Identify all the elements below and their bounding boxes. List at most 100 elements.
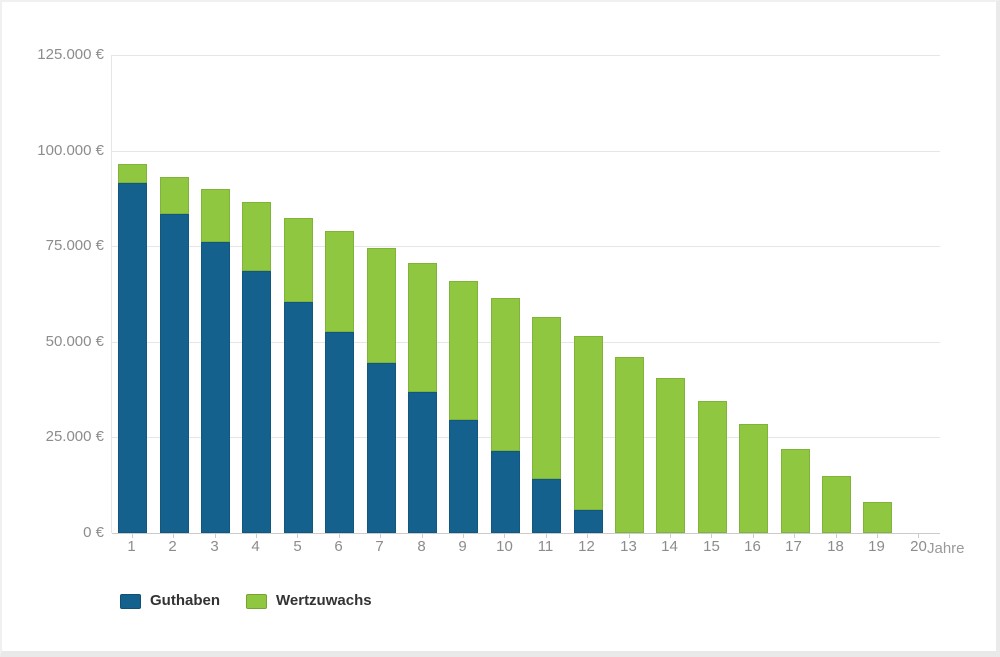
x-tick-label: 20 bbox=[910, 538, 927, 555]
bar-segment-wertzuwachs-year-10[interactable] bbox=[491, 298, 520, 451]
bar-year-15 bbox=[698, 55, 727, 533]
legend-item-guthaben[interactable]: Guthaben bbox=[120, 592, 220, 610]
y-tick-label: 75.000 € bbox=[45, 237, 104, 254]
x-tick-label: 15 bbox=[703, 538, 720, 555]
bar-segment-wertzuwachs-year-3[interactable] bbox=[201, 189, 230, 242]
legend-swatch-guthaben bbox=[120, 593, 141, 609]
bar-segment-guthaben-year-2[interactable] bbox=[160, 214, 189, 533]
x-tick-label: 14 bbox=[661, 538, 678, 555]
x-tick-mark bbox=[339, 533, 340, 538]
x-tick-mark bbox=[587, 533, 588, 538]
bar-segment-wertzuwachs-year-1[interactable] bbox=[118, 164, 147, 183]
bar-segment-wertzuwachs-year-16[interactable] bbox=[739, 424, 768, 533]
bar-year-9 bbox=[449, 55, 478, 533]
bar-year-7 bbox=[367, 55, 396, 533]
bar-segment-guthaben-year-9[interactable] bbox=[449, 420, 478, 533]
x-tick-mark bbox=[215, 533, 216, 538]
x-tick-mark bbox=[877, 533, 878, 538]
bar-segment-wertzuwachs-year-19[interactable] bbox=[863, 502, 892, 533]
bar-segment-guthaben-year-7[interactable] bbox=[367, 363, 396, 533]
bar-segment-guthaben-year-12[interactable] bbox=[574, 510, 603, 533]
bar-segment-wertzuwachs-year-11[interactable] bbox=[532, 317, 561, 479]
bar-year-14 bbox=[656, 55, 685, 533]
x-tick-mark bbox=[711, 533, 712, 538]
bar-segment-wertzuwachs-year-9[interactable] bbox=[449, 281, 478, 420]
bar-year-12 bbox=[574, 55, 603, 533]
bar-year-20 bbox=[905, 55, 934, 533]
bar-segment-wertzuwachs-year-8[interactable] bbox=[408, 263, 437, 392]
x-tick-mark bbox=[256, 533, 257, 538]
x-tick-mark bbox=[918, 533, 919, 538]
bar-year-5 bbox=[284, 55, 313, 533]
x-tick-mark bbox=[629, 533, 630, 538]
bar-year-8 bbox=[408, 55, 437, 533]
bar-year-19 bbox=[863, 55, 892, 533]
x-tick-label: 2 bbox=[168, 538, 177, 555]
gridline bbox=[112, 342, 940, 343]
bar-segment-guthaben-year-4[interactable] bbox=[242, 271, 271, 533]
x-tick-mark bbox=[670, 533, 671, 538]
y-tick-label: 25.000 € bbox=[45, 428, 104, 445]
x-tick-mark bbox=[297, 533, 298, 538]
bar-year-18 bbox=[822, 55, 851, 533]
bar-year-3 bbox=[201, 55, 230, 533]
bar-segment-guthaben-year-8[interactable] bbox=[408, 392, 437, 533]
bar-segment-guthaben-year-5[interactable] bbox=[284, 302, 313, 533]
legend-label: Wertzuwachs bbox=[276, 592, 372, 609]
x-tick-label: 12 bbox=[578, 538, 595, 555]
bar-year-6 bbox=[325, 55, 354, 533]
bar-year-4 bbox=[242, 55, 271, 533]
x-tick-label: 13 bbox=[620, 538, 637, 555]
bar-segment-wertzuwachs-year-18[interactable] bbox=[822, 476, 851, 533]
bar-year-17 bbox=[781, 55, 810, 533]
bar-segment-guthaben-year-11[interactable] bbox=[532, 479, 561, 533]
bar-year-16 bbox=[739, 55, 768, 533]
x-tick-label: 18 bbox=[827, 538, 844, 555]
x-tick-label: 7 bbox=[375, 538, 384, 555]
x-tick-mark bbox=[504, 533, 505, 538]
bar-segment-wertzuwachs-year-6[interactable] bbox=[325, 231, 354, 332]
y-tick-label: 100.000 € bbox=[37, 142, 104, 159]
x-tick-mark bbox=[173, 533, 174, 538]
y-tick-label: 0 € bbox=[83, 524, 104, 541]
bar-segment-wertzuwachs-year-12[interactable] bbox=[574, 336, 603, 510]
bar-segment-guthaben-year-10[interactable] bbox=[491, 451, 520, 533]
bar-year-2 bbox=[160, 55, 189, 533]
bar-segment-guthaben-year-1[interactable] bbox=[118, 183, 147, 533]
x-tick-mark bbox=[836, 533, 837, 538]
bar-segment-guthaben-year-6[interactable] bbox=[325, 332, 354, 533]
bar-segment-wertzuwachs-year-2[interactable] bbox=[160, 177, 189, 214]
x-tick-label: 5 bbox=[293, 538, 302, 555]
bar-segment-wertzuwachs-year-4[interactable] bbox=[242, 202, 271, 271]
bar-segment-wertzuwachs-year-14[interactable] bbox=[656, 378, 685, 533]
x-tick-label: 6 bbox=[334, 538, 343, 555]
x-tick-label: 19 bbox=[868, 538, 885, 555]
gridline bbox=[112, 437, 940, 438]
x-tick-label: 11 bbox=[537, 538, 554, 555]
bar-segment-wertzuwachs-year-7[interactable] bbox=[367, 248, 396, 363]
x-tick-label: 1 bbox=[127, 538, 136, 555]
bar-segment-wertzuwachs-year-15[interactable] bbox=[698, 401, 727, 533]
x-tick-label: 10 bbox=[496, 538, 513, 555]
x-tick-label: 4 bbox=[251, 538, 260, 555]
x-tick-label: 16 bbox=[744, 538, 761, 555]
x-tick-label: 8 bbox=[417, 538, 426, 555]
x-tick-mark bbox=[753, 533, 754, 538]
legend-label: Guthaben bbox=[150, 592, 220, 609]
legend: Guthaben Wertzuwachs bbox=[120, 592, 398, 610]
legend-item-wertzuwachs[interactable]: Wertzuwachs bbox=[246, 592, 372, 610]
x-tick-mark bbox=[546, 533, 547, 538]
x-tick-label: 9 bbox=[458, 538, 467, 555]
x-tick-label: 3 bbox=[210, 538, 219, 555]
x-axis-title: Jahre bbox=[927, 540, 965, 557]
bar-year-10 bbox=[491, 55, 520, 533]
x-tick-mark bbox=[422, 533, 423, 538]
plot-area bbox=[111, 55, 940, 534]
bar-segment-guthaben-year-3[interactable] bbox=[201, 242, 230, 533]
bar-segment-wertzuwachs-year-5[interactable] bbox=[284, 218, 313, 302]
x-tick-mark bbox=[132, 533, 133, 538]
bar-segment-wertzuwachs-year-13[interactable] bbox=[615, 357, 644, 533]
bar-segment-wertzuwachs-year-17[interactable] bbox=[781, 449, 810, 533]
x-axis-baseline bbox=[112, 533, 940, 534]
